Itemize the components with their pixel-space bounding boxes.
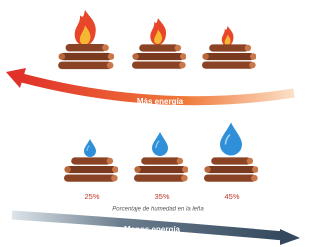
log-pile (134, 157, 189, 181)
arrow-label: Menos energía (124, 225, 181, 234)
flame-medium (150, 18, 166, 45)
log-pile (58, 44, 114, 69)
moisture-label: 45% (224, 192, 239, 201)
drop-small (84, 139, 96, 157)
log-pile (202, 44, 257, 68)
moisture-label: 25% (84, 192, 99, 201)
flame-large (75, 10, 96, 46)
caption: Porcentaje de humedad en la leña (112, 207, 204, 213)
arrow-label: Más energía (137, 97, 184, 106)
arrowhead (280, 229, 300, 245)
moisture-label: 35% (154, 192, 169, 201)
log-pile (132, 44, 187, 68)
arrowhead (6, 68, 26, 88)
drop-medium (152, 132, 168, 156)
log-pile (64, 157, 119, 181)
drop-large (220, 123, 242, 156)
infographic: Más energía 25% 35% 45% Porcentaje de hu… (0, 0, 304, 247)
flame-small (222, 26, 234, 46)
log-pile (204, 157, 259, 181)
